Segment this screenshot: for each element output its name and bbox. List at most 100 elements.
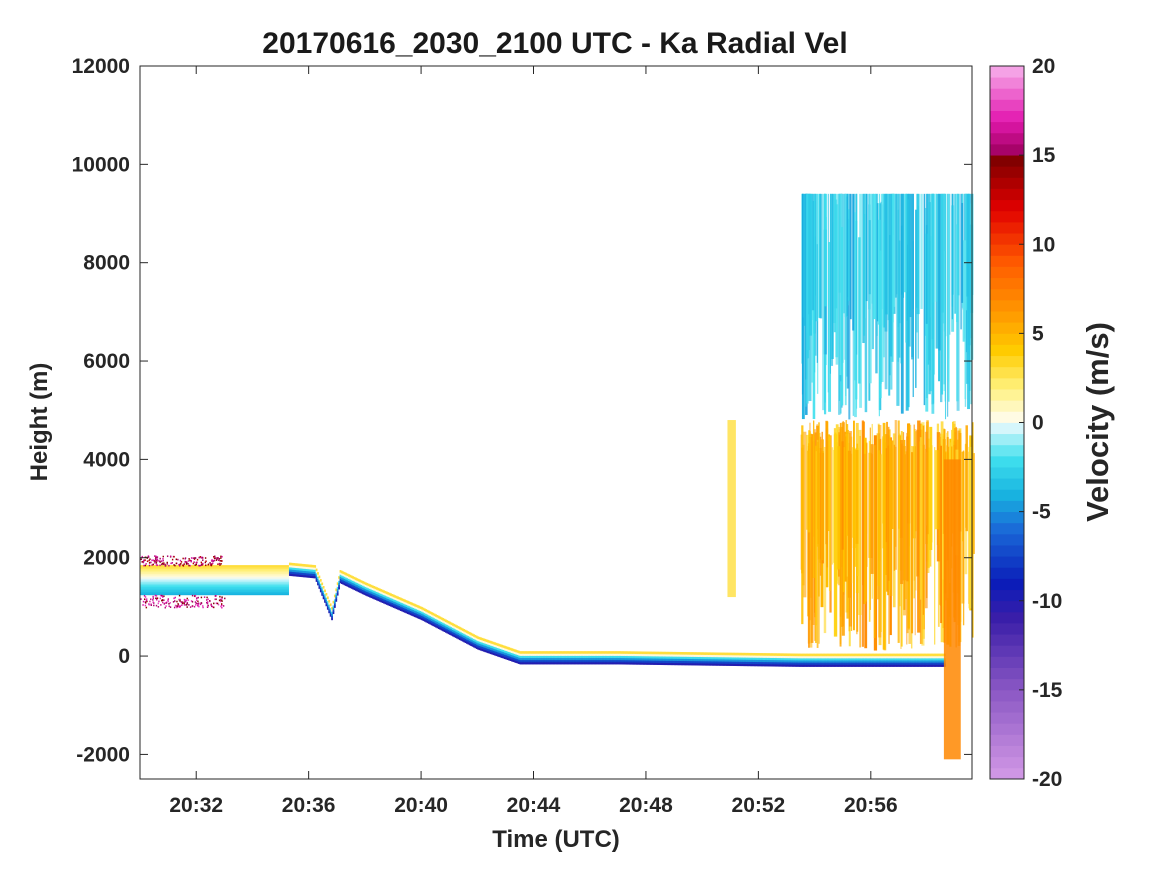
layer-strip (505, 650, 508, 654)
cloud-streak (898, 240, 901, 358)
layer-strip (484, 649, 487, 653)
layer-strip (488, 648, 491, 652)
layer-strip (511, 650, 513, 653)
layer-strip (935, 655, 938, 659)
layer-strip (619, 659, 622, 663)
layer-strip (398, 605, 401, 609)
layer-strip (803, 655, 806, 659)
noise-speck (154, 555, 156, 557)
layer-strip (370, 584, 373, 588)
layer-strip (615, 651, 617, 654)
noise-speck (179, 559, 182, 562)
layer-strip (813, 653, 815, 657)
layer-strip (882, 655, 884, 659)
layer-strip (422, 609, 425, 613)
layer-strip (387, 594, 390, 597)
layer-strip (412, 611, 415, 615)
layer-strip (325, 603, 328, 607)
noise-speck (214, 598, 216, 601)
layer-strip (532, 651, 534, 654)
layer-strip (478, 636, 481, 640)
layer-strip (935, 662, 938, 665)
layer-strip (942, 657, 945, 661)
layer-strip (326, 607, 329, 610)
layer-strip (855, 653, 858, 657)
layer-strip (370, 595, 373, 599)
layer-strip (630, 653, 633, 657)
layer-strip (496, 643, 499, 646)
layer-strip (391, 598, 394, 601)
colorbar-bin (990, 121, 1024, 134)
layer-strip (897, 655, 900, 659)
layer-strip (511, 658, 513, 662)
cloud-streak (966, 193, 969, 297)
layer-strip (311, 575, 314, 579)
layer-band (140, 588, 289, 591)
layer-strip (936, 664, 939, 667)
layer-strip (693, 660, 696, 664)
layer-strip (794, 657, 797, 661)
layer-strip (724, 654, 727, 658)
layer-strip (834, 657, 837, 661)
layer-strip (844, 664, 846, 667)
layer-strip (638, 651, 641, 655)
layer-strip (457, 632, 460, 636)
noise-speck (176, 600, 178, 603)
layer-strip (564, 657, 567, 661)
layer-strip (467, 641, 470, 645)
layer-strip (405, 610, 408, 614)
layer-strip (785, 657, 787, 661)
layer-strip (520, 651, 523, 654)
precip-streak (814, 429, 816, 641)
layer-strip (755, 663, 758, 667)
layer-strip (596, 651, 599, 654)
layer-strip (938, 657, 941, 661)
layer-strip (905, 655, 908, 659)
layer-strip (473, 636, 475, 639)
precip-streak (936, 432, 941, 562)
layer-strip (359, 579, 362, 583)
layer-strip (723, 656, 726, 660)
layer-strip (331, 609, 333, 612)
layer-strip (655, 653, 658, 657)
layer-strip (634, 659, 637, 663)
noise-speck (167, 598, 170, 600)
layer-strip (658, 660, 661, 663)
layer-strip (928, 662, 931, 665)
layer-strip (446, 624, 449, 628)
noise-speck (155, 558, 157, 561)
noise-speck (185, 563, 188, 565)
layer-strip (460, 629, 463, 633)
layer-strip (489, 645, 492, 648)
layer-strip (787, 661, 790, 665)
noise-speck (206, 599, 208, 601)
layer-strip (690, 656, 693, 660)
layer-strip (377, 594, 380, 597)
layer-strip (664, 651, 667, 655)
layer-strip (404, 599, 407, 603)
layer-strip (710, 654, 713, 658)
layer-strip (501, 649, 503, 652)
precip-streak (885, 448, 888, 543)
layer-strip (426, 611, 429, 615)
layer-strip (293, 563, 295, 566)
layer-strip (504, 650, 506, 653)
layer-strip (592, 659, 595, 663)
layer-strip (631, 657, 634, 661)
layer-strip (317, 576, 319, 579)
layer-strip (504, 652, 506, 655)
layer-strip (343, 572, 346, 575)
noise-speck (217, 603, 220, 606)
layer-strip (780, 659, 783, 663)
colorbar-bin (990, 567, 1024, 579)
layer-strip (350, 575, 353, 579)
layer-strip (440, 623, 443, 627)
layer-strip (837, 655, 839, 659)
layer-strip (726, 659, 728, 662)
layer-strip (654, 662, 657, 665)
layer-strip (290, 569, 293, 572)
layer-strip (422, 616, 425, 619)
layer-strip (560, 651, 563, 654)
colorbar-bin (990, 143, 1024, 156)
layer-strip (322, 588, 325, 591)
